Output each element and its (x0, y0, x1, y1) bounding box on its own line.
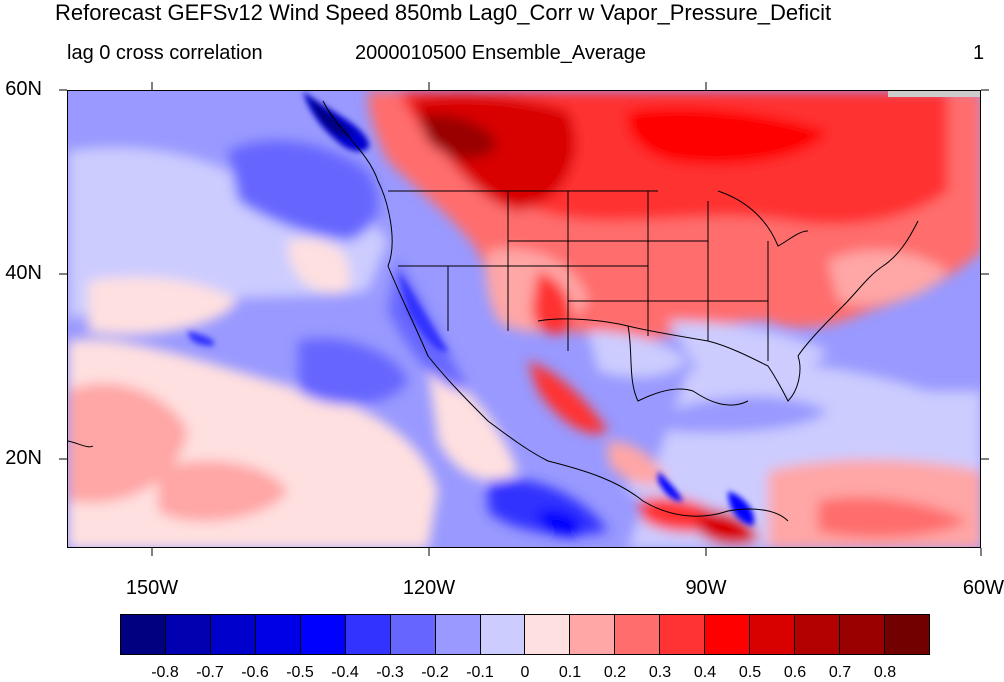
colorbar-label: -0.6 (241, 664, 269, 681)
colorbar-label: -0.5 (286, 664, 314, 681)
colorbar-swatch (255, 615, 301, 654)
colorbar-swatch (570, 615, 616, 654)
right-subtitle: 1 (973, 42, 985, 64)
colorbar-label: -0.7 (196, 664, 224, 681)
colorbar-label: 0.1 (558, 664, 582, 681)
colorbar-swatch (750, 615, 796, 654)
correlation-field (68, 91, 980, 547)
colorbar-swatch (435, 615, 481, 654)
colorbar-label: -0.1 (466, 664, 494, 681)
colorbar-label: 0.7 (828, 664, 852, 681)
colorbar-swatch (210, 615, 256, 654)
colorbar-label: 0.6 (783, 664, 807, 681)
lat-label-60n: 60N (5, 78, 42, 100)
lon-label-90w: 90W (685, 577, 727, 599)
colorbar-swatch (840, 615, 885, 654)
colorbar-swatch (300, 615, 346, 654)
center-subtitle: 2000010500 Ensemble_Average (355, 42, 646, 64)
map-outlines (68, 100, 919, 522)
colorbar-label: 0.2 (603, 664, 627, 681)
map-canvas (68, 91, 980, 547)
lon-label-120w: 120W (402, 577, 456, 599)
colorbar-swatch (345, 615, 391, 654)
colorbar-label: 0 (520, 664, 530, 681)
lat-label-20n: 20N (5, 447, 42, 469)
colorbar-label: 0.5 (738, 664, 762, 681)
lon-label-150w: 150W (125, 577, 179, 599)
colorbar-swatch (480, 615, 526, 654)
correlation-map (67, 90, 981, 548)
colorbar (120, 614, 930, 655)
colorbar-swatch (121, 615, 166, 654)
colorbar-label: 0.4 (693, 664, 717, 681)
colorbar-swatch (660, 615, 706, 654)
colorbar-label: -0.2 (421, 664, 449, 681)
colorbar-label: 0.3 (648, 664, 672, 681)
colorbar-swatch (390, 615, 436, 654)
colorbar-swatch (884, 615, 929, 654)
lat-label-40n: 40N (5, 262, 42, 284)
lon-label-60w: 60W (962, 577, 1004, 599)
colorbar-swatch (795, 615, 840, 654)
missing-data-strip (888, 91, 980, 97)
colorbar-swatch (615, 615, 661, 654)
colorbar-label: -0.4 (331, 664, 359, 681)
colorbar-swatch (525, 615, 571, 654)
colorbar-swatch (705, 615, 751, 654)
colorbar-swatch (165, 615, 211, 654)
colorbar-label: -0.8 (151, 664, 179, 681)
left-subtitle: lag 0 cross correlation (67, 42, 263, 64)
plot-title: Reforecast GEFSv12 Wind Speed 850mb Lag0… (55, 0, 832, 25)
colorbar-label: 0.8 (873, 664, 897, 681)
colorbar-label: -0.3 (376, 664, 404, 681)
